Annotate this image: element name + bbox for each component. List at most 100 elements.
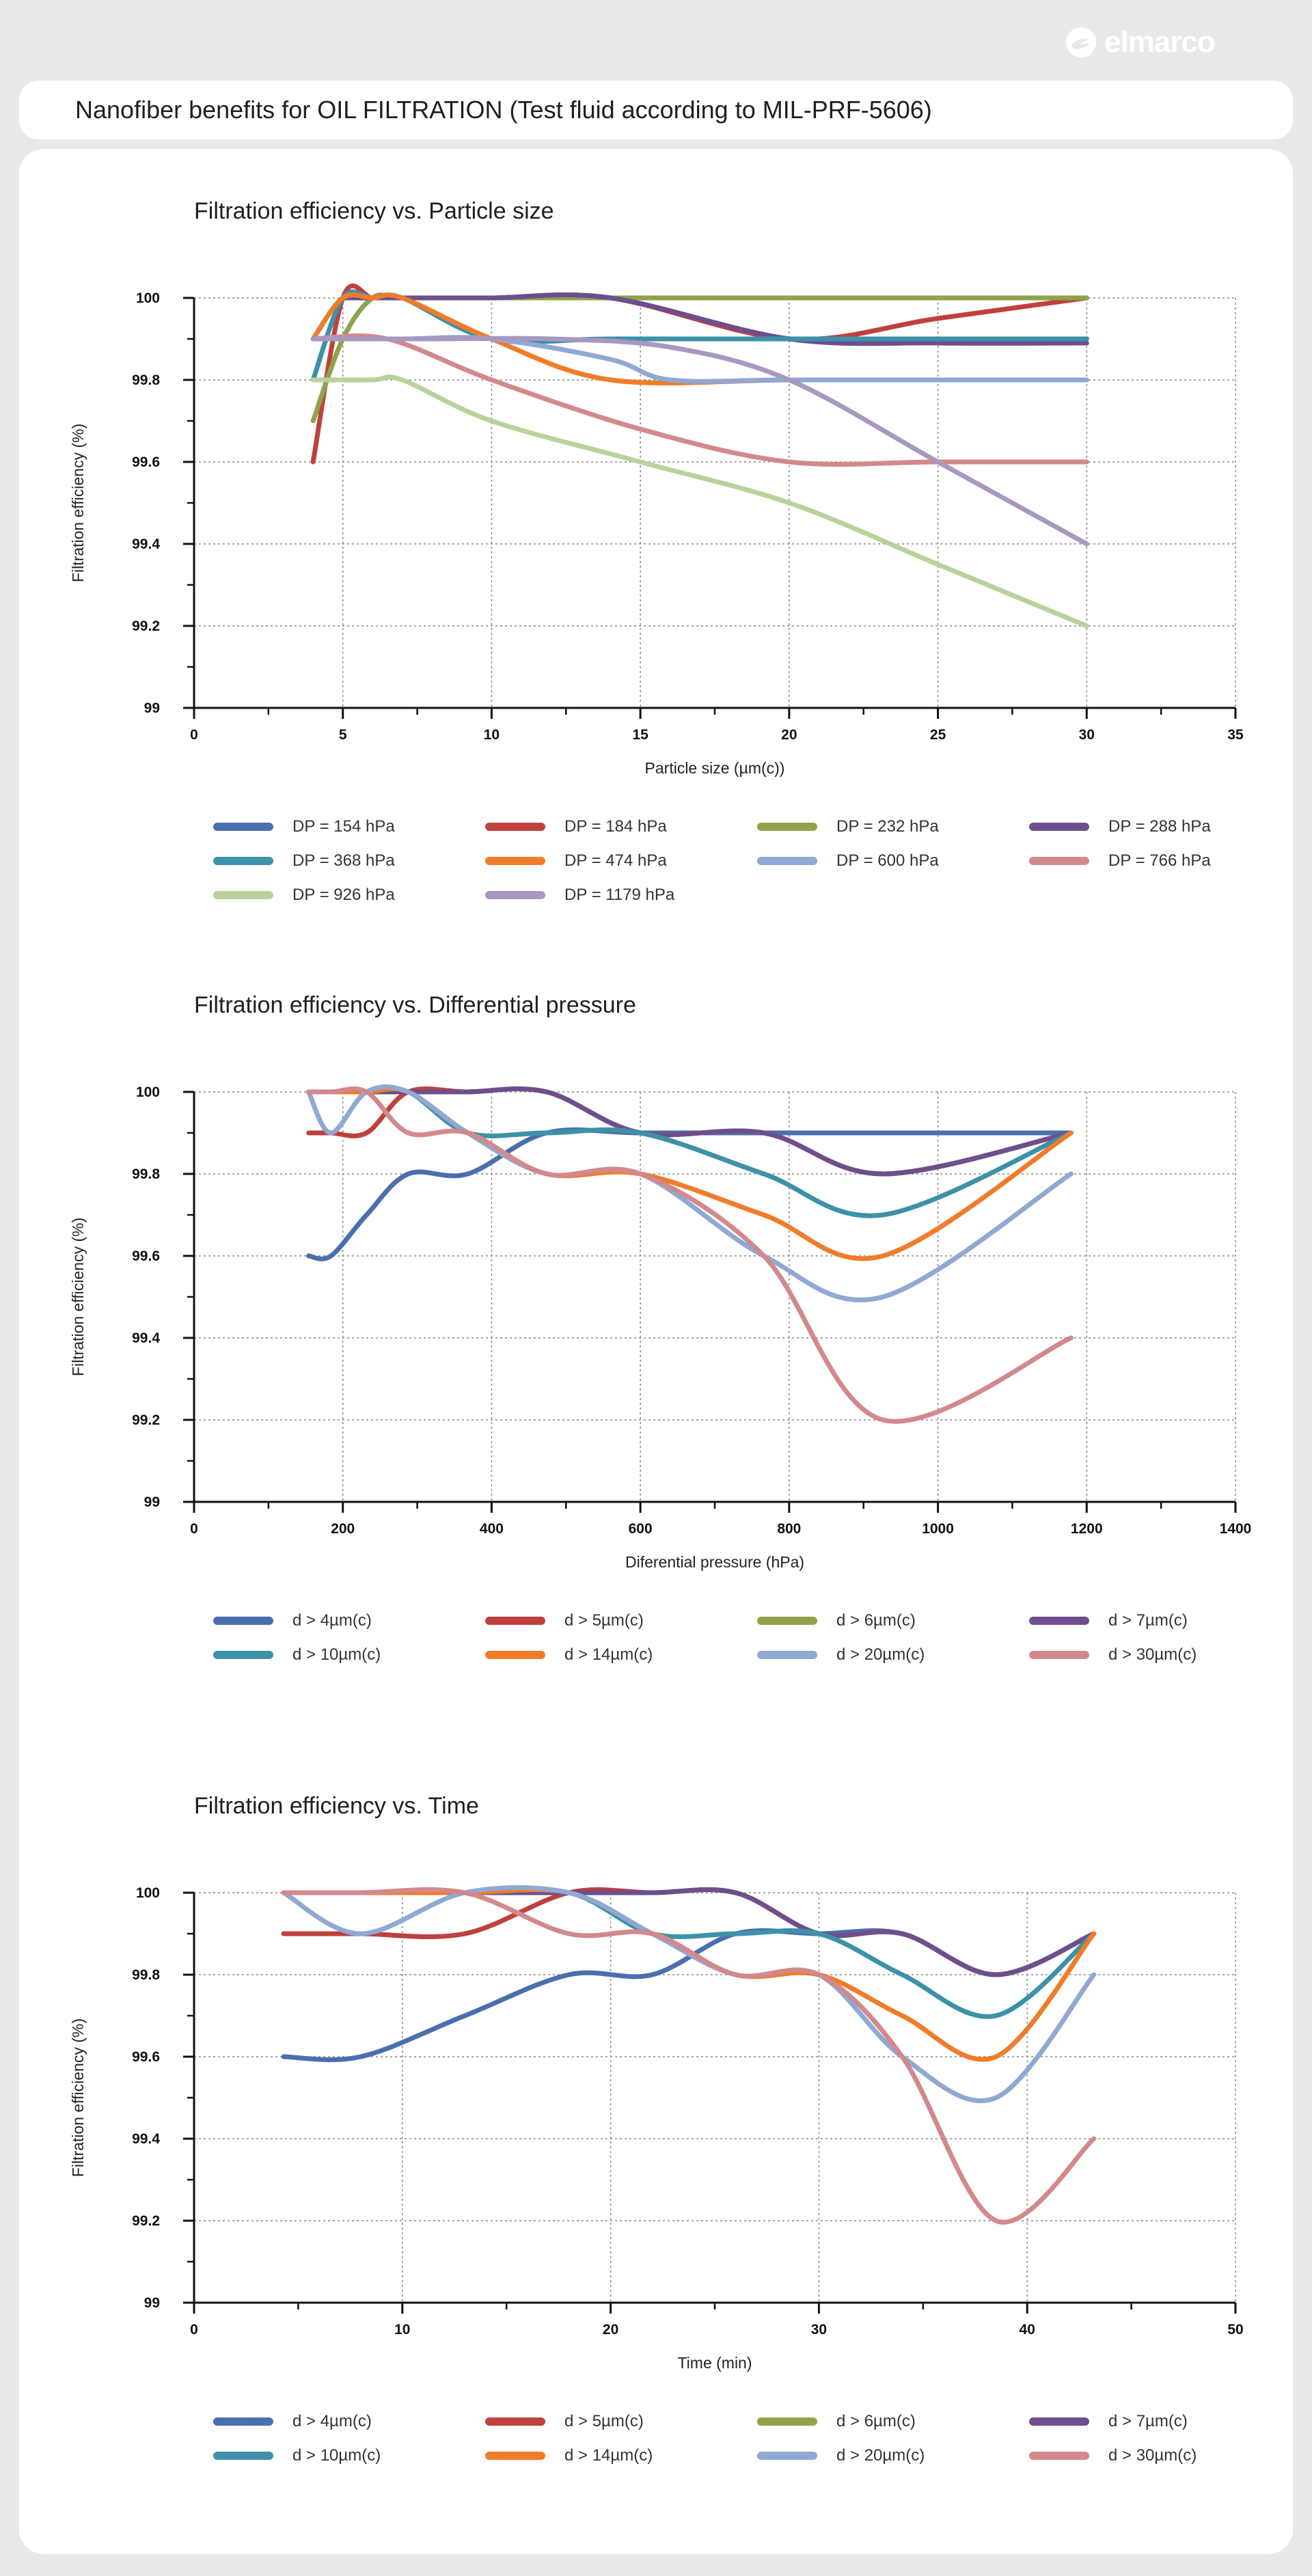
- y-tick-label: 99.4: [132, 1330, 160, 1346]
- page-title: Nanofiber benefits for OIL FILTRATION (T…: [75, 96, 932, 124]
- legend-item: DP = 184 hPa: [485, 813, 667, 840]
- y-tick-label: 99: [144, 2295, 160, 2311]
- x-axis-label: Time (min): [677, 2354, 752, 2372]
- series-line: [281, 1887, 1097, 1977]
- legend-label: d > 10µm(c): [292, 1645, 381, 1664]
- y-tick-label: 99.6: [132, 1248, 160, 1264]
- legend-label: d > 14µm(c): [564, 2446, 653, 2465]
- legend-label: d > 6µm(c): [836, 1611, 916, 1630]
- legend-swatch: [485, 2452, 545, 2460]
- legend-swatch: [757, 2417, 817, 2426]
- legend-label: DP = 232 hPa: [836, 817, 939, 836]
- series-group: [281, 1885, 1097, 2225]
- y-tick-label: 99.4: [132, 536, 160, 552]
- legend-item: DP = 474 hPa: [485, 847, 667, 875]
- charts-panel: Filtration efficiency vs. Particle size …: [19, 149, 1293, 2554]
- series-line: [310, 374, 1089, 629]
- series-line: [310, 335, 1089, 547]
- x-tick-label: 600: [629, 1521, 653, 1537]
- legend-item: d > 5µm(c): [485, 2408, 644, 2435]
- x-tick-label: 25: [930, 727, 946, 743]
- chart-differential-pressure-legend: d > 4µm(c) d > 5µm(c) d > 6µm(c) d > 7µm(c)…: [213, 1607, 1279, 1675]
- legend-label: DP = 1179 hPa: [564, 886, 675, 904]
- legend-item: d > 20µm(c): [757, 1641, 925, 1669]
- legend-item: DP = 154 hPa: [213, 813, 395, 840]
- legend-swatch: [485, 1651, 545, 1659]
- x-tick-label: 20: [781, 727, 797, 743]
- legend-swatch: [1029, 823, 1089, 831]
- legend-item: d > 7µm(c): [1029, 2408, 1188, 2435]
- series-line: [340, 292, 1089, 346]
- series-line: [306, 1084, 1074, 1302]
- legend-item: DP = 600 hPa: [757, 847, 939, 875]
- legend-swatch: [485, 857, 545, 865]
- x-tick-label: 1400: [1220, 1521, 1252, 1537]
- x-axis-label: Particle size (µm(c)): [645, 759, 785, 777]
- legend-item: d > 14µm(c): [485, 2442, 653, 2469]
- legend-swatch: [213, 2417, 273, 2426]
- chart-title: Filtration efficiency vs. Particle size: [194, 198, 554, 224]
- legend-label: d > 5µm(c): [564, 2412, 644, 2430]
- legend-item: DP = 232 hPa: [757, 813, 939, 840]
- chart-title: Filtration efficiency vs. Time: [194, 1793, 479, 1819]
- chart-time-legend: d > 4µm(c) d > 5µm(c) d > 6µm(c) d > 7µm(c)…: [213, 2408, 1279, 2476]
- x-tick-label: 50: [1227, 2322, 1243, 2338]
- legend-label: d > 4µm(c): [292, 1611, 372, 1630]
- y-tick-label: 100: [136, 1084, 160, 1100]
- legend-swatch: [1029, 1651, 1089, 1659]
- legend-label: d > 20µm(c): [836, 1645, 925, 1664]
- series-line: [281, 1887, 1097, 1977]
- legend-item: DP = 1179 hPa: [485, 881, 674, 909]
- legend-swatch: [1029, 2417, 1089, 2426]
- legend-swatch: [213, 2452, 273, 2460]
- legend-item: d > 6µm(c): [757, 1607, 916, 1634]
- legend-label: d > 20µm(c): [836, 2446, 925, 2465]
- legend-swatch: [757, 823, 817, 831]
- y-tick-label: 99.2: [132, 1412, 160, 1428]
- legend-label: DP = 474 hPa: [564, 851, 667, 870]
- legend-label: DP = 184 hPa: [564, 817, 667, 836]
- legend-item: d > 20µm(c): [757, 2442, 925, 2469]
- legend-item: d > 4µm(c): [213, 1607, 372, 1634]
- x-tick-label: 15: [632, 727, 648, 743]
- elmarco-logo-icon: [1066, 27, 1096, 57]
- legend-label: d > 7µm(c): [1108, 2412, 1188, 2430]
- x-tick-label: 1000: [922, 1521, 954, 1537]
- legend-label: d > 14µm(c): [564, 1645, 653, 1664]
- legend-swatch: [213, 857, 273, 865]
- y-tick-label: 99: [144, 700, 160, 716]
- chart-differential-pressure-plot: 0 200 400 600 800 1000 1200 1400 99 99.2 99.4 99.6 9…: [69, 1084, 1252, 1571]
- legend-label: DP = 154 hPa: [292, 817, 395, 836]
- legend-item: d > 10µm(c): [213, 1641, 381, 1669]
- legend-label: d > 30µm(c): [1108, 2446, 1197, 2465]
- series-line: [281, 1887, 1097, 2225]
- legend-swatch: [213, 891, 273, 899]
- x-tick-label: 20: [603, 2322, 618, 2338]
- legend-swatch: [1029, 2452, 1089, 2460]
- legend-swatch: [213, 823, 273, 831]
- legend-label: d > 4µm(c): [292, 2412, 372, 2430]
- legend-label: DP = 926 hPa: [292, 886, 395, 904]
- legend-swatch: [213, 1617, 273, 1625]
- series-group: [306, 1084, 1074, 1424]
- x-tick-label: 400: [480, 1521, 504, 1537]
- y-tick-label: 99.8: [132, 1166, 160, 1182]
- legend-item: DP = 368 hPa: [213, 847, 395, 875]
- x-tick-label: 800: [777, 1521, 801, 1537]
- legend-item: d > 14µm(c): [485, 1641, 653, 1669]
- y-axis-label: Filtration efficiency (%): [69, 2018, 87, 2177]
- legend-label: d > 5µm(c): [564, 1611, 644, 1630]
- x-tick-label: 5: [339, 727, 347, 743]
- legend-label: DP = 600 hPa: [836, 851, 939, 870]
- legend-swatch: [485, 891, 545, 899]
- y-tick-label: 99.4: [132, 2131, 160, 2147]
- legend-swatch: [213, 1651, 273, 1659]
- brand-logo[interactable]: elmarco: [1063, 25, 1216, 60]
- legend-item: d > 6µm(c): [757, 2408, 916, 2435]
- legend-swatch: [1029, 1617, 1089, 1625]
- legend-label: DP = 766 hPa: [1108, 851, 1211, 870]
- legend-swatch: [485, 1617, 545, 1625]
- x-axis-label: Diferential pressure (hPa): [625, 1553, 804, 1571]
- series-line: [306, 1086, 1074, 1424]
- legend-item: d > 4µm(c): [213, 2408, 372, 2435]
